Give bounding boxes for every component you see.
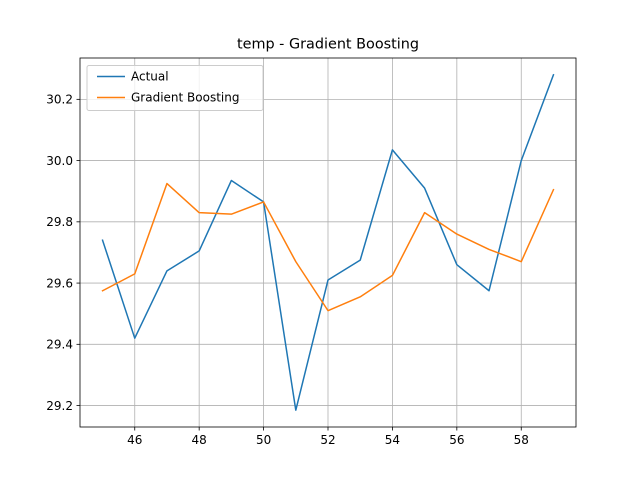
- y-tick-label: 29.6: [46, 276, 73, 290]
- series-line-actual: [101, 73, 555, 411]
- legend-label-actual: Actual: [131, 70, 169, 84]
- series-line-gradient-boosting: [101, 182, 555, 312]
- x-tick-label: 56: [449, 433, 464, 447]
- x-tick-label: 52: [320, 433, 335, 447]
- x-tick-label: 54: [385, 433, 400, 447]
- chart-title: temp - Gradient Boosting: [237, 37, 419, 53]
- x-tick-label: 46: [127, 433, 142, 447]
- series-lines: [101, 73, 555, 411]
- x-tick-label: 50: [256, 433, 271, 447]
- legend: Actual Gradient Boosting: [86, 65, 264, 111]
- y-tick-label: 29.2: [46, 399, 73, 413]
- axis-ticks: 46 48 50 52 54 56 58 29.2 29.4 29.6 29.8 30.0 30.2: [46, 93, 529, 447]
- x-tick-label: 48: [192, 433, 207, 447]
- y-tick-label: 30.2: [46, 93, 73, 107]
- y-tick-label: 29.8: [46, 215, 73, 229]
- legend-label-gradient-boosting: Gradient Boosting: [131, 91, 239, 105]
- y-tick-label: 29.4: [46, 338, 73, 352]
- y-tick-label: 30.0: [46, 154, 73, 168]
- x-tick-label: 58: [514, 433, 529, 447]
- legend-box: [86, 65, 264, 111]
